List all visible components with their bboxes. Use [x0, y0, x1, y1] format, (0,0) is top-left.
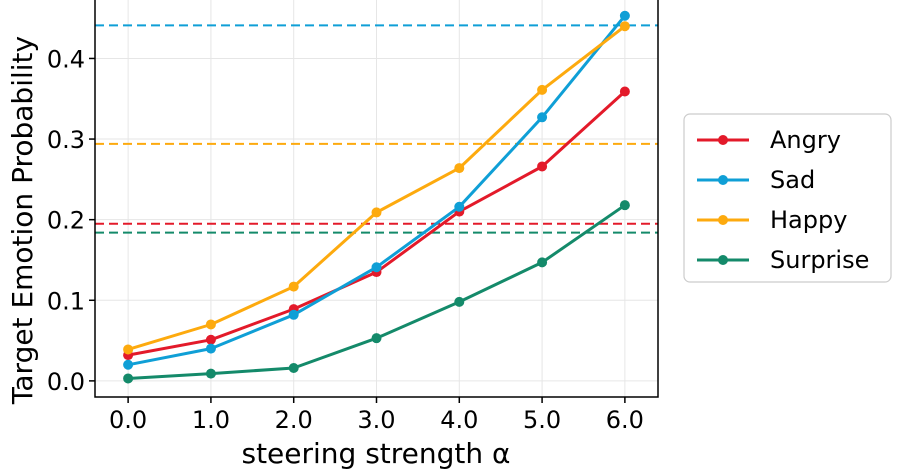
x-tick-label: 3.0 [357, 406, 395, 434]
data-point-sad [371, 262, 382, 273]
y-axis-ticks: 0.0 0.1 0.2 0.3 0.4 [47, 45, 95, 396]
data-point-happy [619, 21, 630, 32]
legend-marker-sad [718, 175, 728, 185]
data-point-sad [537, 112, 548, 123]
y-tick-label: 0.4 [47, 45, 85, 73]
data-point-happy [123, 344, 134, 355]
data-point-surprise [123, 373, 134, 384]
legend-label-angry: Angry [770, 126, 841, 154]
x-tick-label: 6.0 [606, 406, 644, 434]
data-point-happy [537, 84, 548, 95]
data-point-angry [205, 334, 216, 345]
x-tick-label: 0.0 [109, 406, 147, 434]
legend-marker-angry [718, 135, 728, 145]
data-point-surprise [288, 362, 299, 373]
y-tick-label: 0.1 [47, 287, 85, 315]
data-point-sad [123, 359, 134, 370]
data-point-surprise [454, 296, 465, 307]
x-tick-label: 2.0 [275, 406, 313, 434]
x-tick-label: 1.0 [192, 406, 230, 434]
legend-label-surprise: Surprise [770, 246, 869, 274]
data-point-angry [619, 86, 630, 97]
data-point-happy [288, 281, 299, 292]
baseline-lines [95, 24, 658, 234]
x-axis-ticks: 0.0 1.0 2.0 3.0 4.0 5.0 6.0 [109, 397, 644, 434]
y-axis-label: Target Emotion Probability [6, 36, 39, 405]
data-point-sad [205, 343, 216, 354]
data-point-happy [205, 319, 216, 330]
data-point-sad [454, 201, 465, 212]
x-axis-label: steering strength α [241, 437, 510, 470]
data-point-surprise [619, 200, 630, 211]
grid [95, 0, 658, 397]
x-tick-label: 4.0 [440, 406, 478, 434]
data-point-happy [371, 207, 382, 218]
legend-marker-happy [718, 215, 728, 225]
data-point-surprise [537, 257, 548, 268]
y-tick-label: 0.2 [47, 207, 85, 235]
data-point-happy [454, 163, 465, 174]
data-point-surprise [371, 333, 382, 344]
data-point-sad [288, 309, 299, 320]
legend-frame [683, 113, 892, 283]
series-layer [123, 10, 630, 384]
data-point-sad [619, 10, 630, 21]
data-point-angry [537, 161, 548, 172]
data-point-surprise [205, 368, 216, 379]
legend-label-sad: Sad [770, 166, 815, 194]
y-tick-label: 0.0 [47, 368, 85, 396]
x-tick-label: 5.0 [523, 406, 561, 434]
legend-label-happy: Happy [770, 206, 847, 234]
legend: Angry Sad Happy Surprise [683, 113, 892, 283]
y-tick-label: 0.3 [47, 126, 85, 154]
legend-marker-surprise [718, 255, 728, 265]
